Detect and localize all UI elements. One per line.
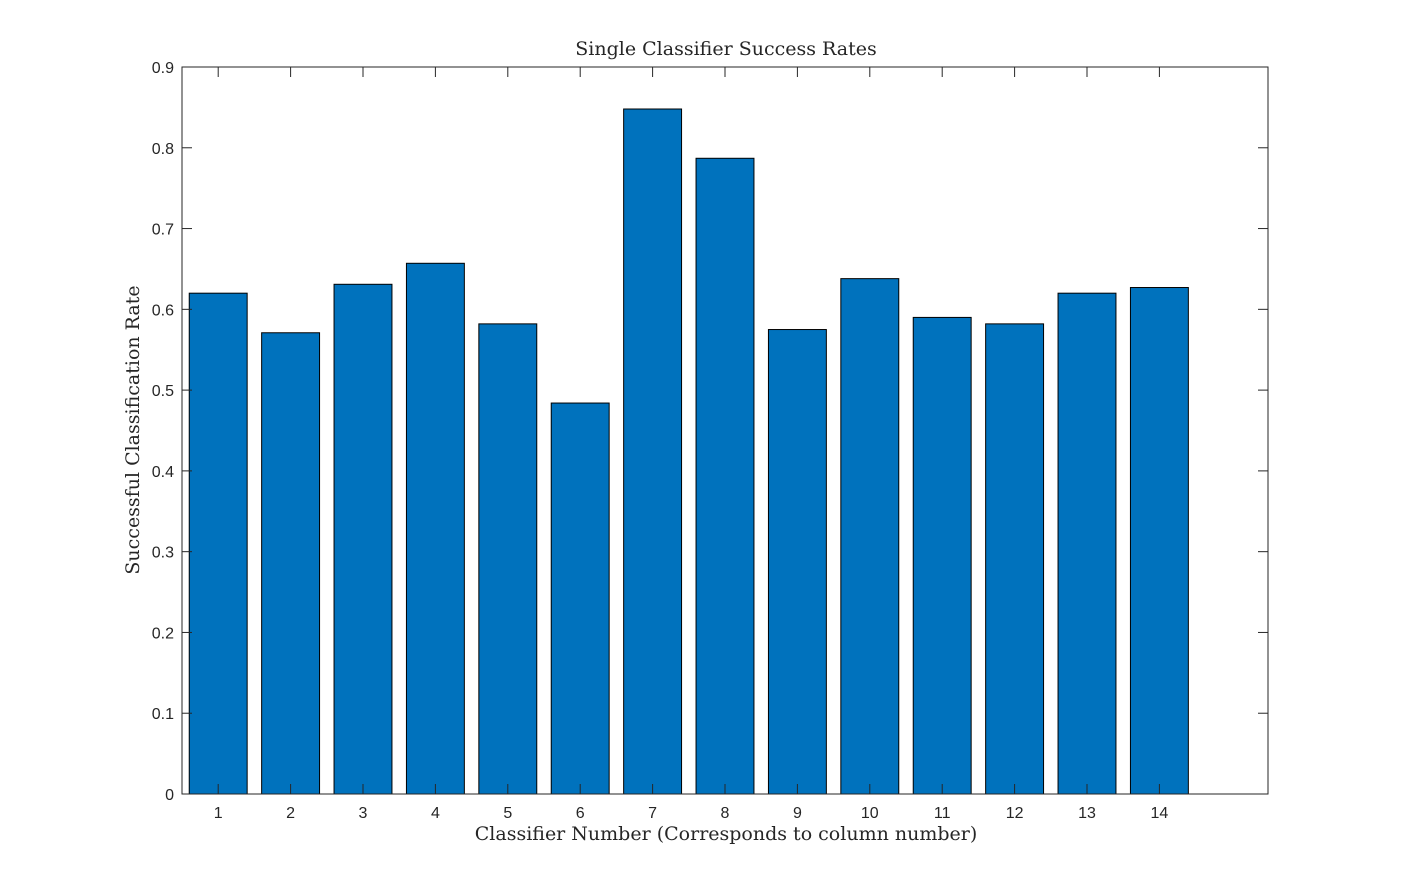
bar-2 — [261, 332, 321, 795]
bar-11 — [912, 316, 972, 795]
x-tick-label-13: 13 — [1078, 805, 1096, 822]
bar-5 — [478, 323, 538, 795]
chart-title: Single Classifier Success Rates — [575, 38, 876, 60]
x-tick-label-6: 6 — [576, 805, 585, 822]
y-axis-label: Successful Classification Rate — [122, 285, 144, 574]
y-tick-label-0: 0 — [165, 787, 174, 804]
x-tick-label-5: 5 — [503, 805, 512, 822]
x-tick-label-11: 11 — [934, 805, 951, 822]
x-tick-label-1: 1 — [214, 805, 223, 822]
y-tick-label-2: 0.2 — [152, 625, 174, 642]
y-tick-label-5: 0.5 — [152, 383, 174, 400]
bar-4 — [405, 262, 465, 795]
bar-8 — [695, 157, 755, 795]
y-tick-label-1: 0.1 — [152, 706, 174, 723]
y-tick-label-8: 0.8 — [152, 141, 174, 158]
bar-14 — [1129, 287, 1189, 795]
y-tick-labels: 0 0.1 0.2 0.3 0.4 0.5 0.6 0.7 0.8 0.9 — [152, 60, 174, 804]
bar-9 — [767, 329, 827, 795]
x-tick-label-12: 12 — [1006, 805, 1024, 822]
x-tick-label-9: 9 — [793, 805, 802, 822]
x-tick-label-8: 8 — [721, 805, 730, 822]
bar-10 — [840, 278, 900, 795]
y-tick-label-7: 0.7 — [152, 222, 174, 239]
x-tick-label-14: 14 — [1151, 805, 1169, 822]
y-tick-label-9: 0.9 — [152, 60, 174, 77]
bar-3 — [333, 283, 393, 795]
y-tick-label-4: 0.4 — [152, 464, 174, 481]
x-tick-label-7: 7 — [648, 805, 657, 822]
x-tick-label-10: 10 — [861, 805, 879, 822]
x-tick-labels: 1 2 3 4 5 6 7 8 9 10 11 12 13 14 — [214, 805, 1169, 822]
x-tick-label-2: 2 — [286, 805, 295, 822]
bar-13 — [1057, 292, 1117, 795]
bar-12 — [985, 323, 1045, 795]
x-tick-label-3: 3 — [359, 805, 368, 822]
y-tick-label-6: 0.6 — [152, 302, 174, 319]
axes-frame — [181, 66, 1269, 795]
x-tick-label-4: 4 — [431, 805, 440, 822]
bar-7 — [623, 108, 683, 795]
bar-6 — [550, 402, 610, 795]
y-tick-label-3: 0.3 — [152, 545, 174, 562]
bars-group — [188, 108, 1189, 795]
bar-1 — [188, 292, 248, 795]
x-axis-label: Classifier Number (Corresponds to column… — [475, 823, 978, 845]
